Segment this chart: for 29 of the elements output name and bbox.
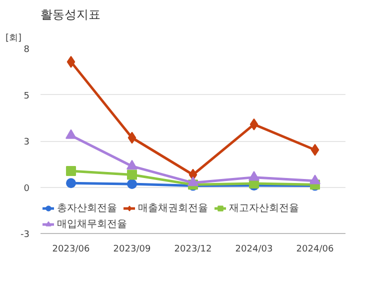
legend-label: 재고자산회전율 [229,202,299,215]
y-tick-label: 8 [24,45,30,55]
x-tick-label: 2023/12 [174,244,212,254]
chart-title: 활동성지표 [40,8,100,22]
point [66,56,76,68]
legend-label: 매출채권회전율 [138,202,208,215]
point [248,171,260,181]
point [310,144,320,156]
point [128,132,136,144]
point [66,178,76,188]
legend-label: 총자산회전율 [57,202,117,215]
point [127,179,137,189]
y-tick-label: 3 [24,138,30,148]
point [310,174,320,184]
point [250,118,258,130]
point [127,170,137,180]
y-tick-label: -3 [20,230,30,240]
legend-label: 매입채무회전율 [57,218,127,231]
x-tick-label: 2024/03 [235,244,273,254]
point [188,176,198,186]
point [66,129,76,139]
point [126,160,138,170]
y-tick-label: 0 [24,184,30,194]
x-tick-label: 2023/09 [113,244,151,254]
x-tick-label: 2023/06 [52,244,90,254]
point [66,166,76,176]
x-tick-label: 2024/06 [296,244,334,254]
y-tick-label: 5 [24,91,30,102]
y-axis-title: [회] [6,34,22,44]
